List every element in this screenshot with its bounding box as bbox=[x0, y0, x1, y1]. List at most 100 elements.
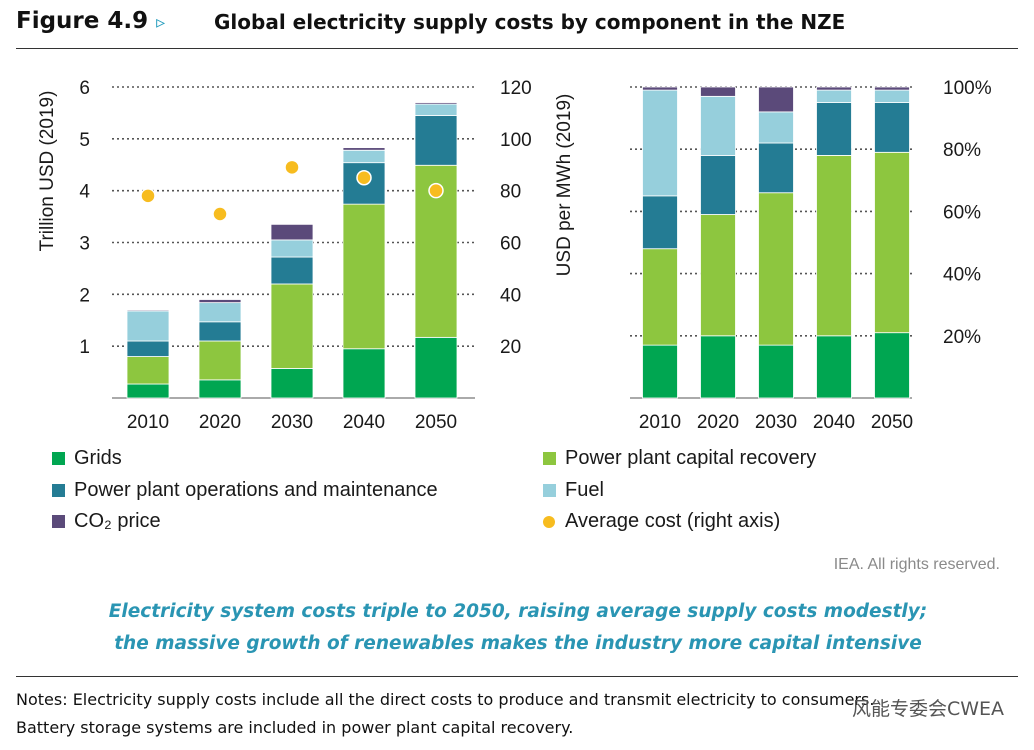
figure-title: Global electricity supply costs by compo… bbox=[214, 10, 846, 34]
left-bar-segment-fuel bbox=[270, 239, 314, 258]
right-bar-segment-fuel bbox=[874, 89, 910, 103]
takeaway-line-1: Electricity system costs triple to 2050,… bbox=[108, 601, 928, 622]
left-bar-segment-fuel bbox=[198, 302, 242, 323]
right-bar-segment-capital bbox=[700, 214, 736, 337]
right-bar-segment-grids bbox=[758, 344, 794, 399]
legend-label-avg: Average cost (right axis) bbox=[565, 510, 781, 532]
average-cost-point bbox=[284, 159, 300, 176]
left-bar-segment-capital bbox=[198, 340, 242, 381]
figure-header: Figure 4.9 ▹ Global electricity supply co… bbox=[16, 6, 1020, 44]
legend-dot-avg bbox=[543, 515, 555, 528]
right-bar-segment-fuel bbox=[700, 95, 736, 156]
header-divider bbox=[16, 48, 1018, 49]
left-y2-tick-label: 20 bbox=[500, 337, 521, 358]
left-bar-segment-grids bbox=[198, 379, 242, 399]
right-x-tick-label: 2050 bbox=[871, 412, 913, 433]
legend-swatch-grids bbox=[52, 452, 65, 465]
legend-item-co2: CO₂ price bbox=[52, 510, 161, 533]
left-bar-segment-co2 bbox=[414, 102, 458, 105]
left-bar-segment-grids bbox=[342, 348, 386, 399]
right-bar-segment-om bbox=[642, 195, 678, 250]
left-bar-segment-grids bbox=[270, 368, 314, 399]
left-bar-segment-grids bbox=[126, 383, 170, 399]
watermark-text: 风能专委会CWEA bbox=[851, 698, 1004, 720]
left-y2-tick-label: 60 bbox=[500, 234, 521, 255]
right-x-tick-label: 2020 bbox=[697, 412, 739, 433]
legend-label-fuel: Fuel bbox=[565, 479, 604, 501]
left-y-tick-label: 5 bbox=[79, 130, 90, 151]
left-x-tick-label: 2020 bbox=[199, 412, 241, 433]
left-x-tick-label: 2040 bbox=[343, 412, 385, 433]
right-bar-segment-grids bbox=[700, 335, 736, 399]
right-bar-segment-om bbox=[874, 102, 910, 153]
right-bar-segment-capital bbox=[816, 155, 852, 337]
right-bar-segment-capital bbox=[758, 192, 794, 346]
left-y2-tick-label: 40 bbox=[500, 285, 521, 306]
takeaway-line-2: the massive growth of renewables makes t… bbox=[114, 633, 922, 654]
right-bar-segment-co2 bbox=[700, 86, 736, 97]
left-bar-segment-fuel bbox=[414, 103, 458, 116]
left-y-axis-title: Trillion USD (2019) bbox=[37, 91, 58, 252]
legend-label-om: Power plant operations and maintenance bbox=[74, 479, 438, 501]
right-x-tick-label: 2040 bbox=[813, 412, 855, 433]
copyright-text: IEA. All rights reserved. bbox=[833, 556, 1000, 573]
legend-label-co2: CO₂ price bbox=[74, 510, 161, 532]
left-y2-axis-title: USD per MWh (2019) bbox=[554, 94, 575, 277]
figure-notes: Notes: Electricity supply costs include … bbox=[16, 686, 1016, 742]
legend-label-grids: Grids bbox=[74, 447, 122, 469]
right-y-tick-label: 80% bbox=[943, 140, 981, 161]
right-bar-segment-co2 bbox=[874, 86, 910, 91]
right-bar-segment-grids bbox=[816, 335, 852, 399]
left-y-tick-label: 1 bbox=[79, 337, 90, 358]
right-bar-segment-fuel bbox=[816, 89, 852, 103]
notes-line-1: Notes: Electricity supply costs include … bbox=[16, 690, 875, 709]
legend-item-om: Power plant operations and maintenance bbox=[52, 479, 438, 502]
right-bar-segment-fuel bbox=[758, 111, 794, 144]
notes-divider bbox=[16, 676, 1018, 677]
right-y-tick-label: 100% bbox=[943, 78, 992, 99]
right-bar-segment-om bbox=[700, 155, 736, 215]
legend-item-fuel: Fuel bbox=[543, 479, 604, 502]
right-bar-segment-om bbox=[758, 142, 794, 194]
right-bar-segment-grids bbox=[642, 344, 678, 399]
right-bar-segment-capital bbox=[642, 248, 678, 346]
left-y-tick-label: 2 bbox=[79, 285, 90, 306]
legend-item-grids: Grids bbox=[52, 447, 122, 470]
legend-swatch-capital bbox=[543, 452, 556, 465]
left-bar-segment-capital bbox=[342, 203, 386, 350]
legend-item-avg: Average cost (right axis) bbox=[543, 510, 780, 533]
left-bar-segment-co2 bbox=[198, 299, 242, 304]
right-percent-bar-chart: 20% 40% 60% 80% 100% 2010 2020 2030 2040 2050 bbox=[630, 78, 992, 433]
left-y2-tick-label: 100 bbox=[500, 130, 532, 151]
left-bar-segment-fuel bbox=[342, 149, 386, 164]
left-bar-segment-co2 bbox=[270, 223, 314, 241]
legend-swatch-fuel bbox=[543, 484, 556, 497]
figure-takeaway: Electricity system costs triple to 2050,… bbox=[60, 596, 976, 660]
left-bar-segment-co2 bbox=[126, 309, 170, 312]
notes-line-2: Battery storage systems are included in … bbox=[16, 718, 574, 737]
left-bar-segment-om bbox=[414, 115, 458, 166]
left-bar-segment-om bbox=[270, 256, 314, 285]
left-bar-segment-capital bbox=[126, 356, 170, 385]
left-x-tick-label: 2010 bbox=[127, 412, 169, 433]
left-y-tick-label: 3 bbox=[79, 234, 90, 255]
legend-swatch-om bbox=[52, 484, 65, 497]
right-bar-segment-co2 bbox=[642, 86, 678, 91]
left-bar-segment-om bbox=[198, 321, 242, 342]
left-bar-segment-capital bbox=[270, 283, 314, 369]
right-x-tick-label: 2010 bbox=[639, 412, 681, 433]
right-x-tick-label: 2030 bbox=[755, 412, 797, 433]
left-y2-tick-label: 80 bbox=[500, 182, 521, 203]
right-y-tick-label: 20% bbox=[943, 327, 981, 348]
left-y2-tick-label: 120 bbox=[500, 78, 532, 99]
average-cost-point bbox=[212, 206, 228, 222]
left-x-tick-label: 2050 bbox=[415, 412, 457, 433]
left-y-tick-label: 6 bbox=[79, 78, 90, 99]
left-bar-segment-om bbox=[126, 340, 170, 357]
right-bar-segment-co2 bbox=[816, 86, 852, 91]
average-cost-point bbox=[140, 188, 156, 204]
right-bar-segment-grids bbox=[874, 332, 910, 399]
legend-swatch-co2 bbox=[52, 515, 65, 528]
